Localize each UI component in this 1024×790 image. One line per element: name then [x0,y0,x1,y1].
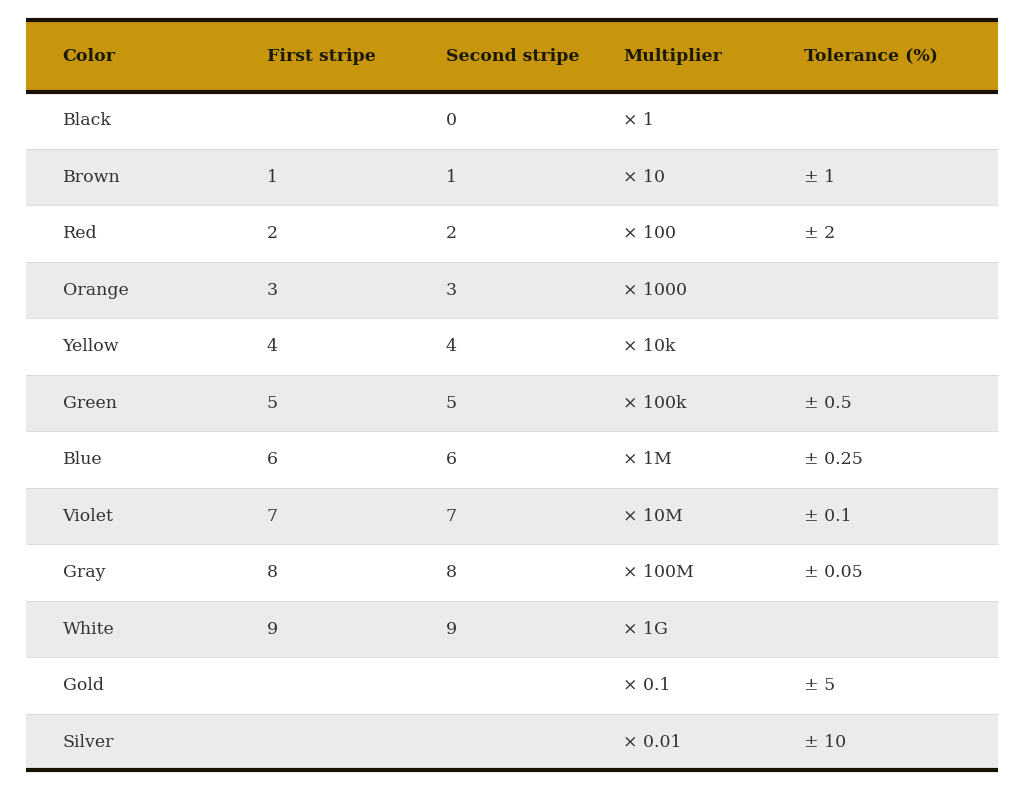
Text: ± 0.25: ± 0.25 [804,451,862,468]
Text: Second stripe: Second stripe [445,47,580,65]
Text: 6: 6 [445,451,457,468]
Text: ± 1: ± 1 [804,168,835,186]
Text: 3: 3 [445,281,457,299]
Bar [26,205,998,262]
Text: 9: 9 [445,620,457,638]
Text: ± 5: ± 5 [804,677,836,694]
Text: ± 10: ± 10 [804,733,846,750]
Text: × 100M: × 100M [623,564,694,581]
Text: 4: 4 [267,338,278,356]
Text: ± 0.05: ± 0.05 [804,564,862,581]
Bar [26,544,998,600]
Text: Silver: Silver [62,733,114,750]
Bar [26,374,998,431]
Text: × 1M: × 1M [623,451,672,468]
Text: 7: 7 [445,507,457,525]
Bar [26,20,998,92]
Text: 5: 5 [267,394,278,412]
Bar [26,318,998,375]
Text: Green: Green [62,394,117,412]
Text: Tolerance (%): Tolerance (%) [804,47,938,65]
Text: × 1G: × 1G [623,620,668,638]
Text: Color: Color [62,47,116,65]
Text: 6: 6 [267,451,278,468]
Text: Multiplier: Multiplier [623,47,722,65]
Text: 3: 3 [267,281,278,299]
Text: 8: 8 [267,564,278,581]
Text: Black: Black [62,112,112,130]
Text: 1: 1 [267,168,278,186]
Text: × 0.01: × 0.01 [623,733,681,750]
Text: White: White [62,620,115,638]
Bar [26,92,998,149]
Text: × 0.1: × 0.1 [623,677,671,694]
Text: 9: 9 [267,620,278,638]
Text: × 1: × 1 [623,112,654,130]
Text: Violet: Violet [62,507,114,525]
Text: × 10k: × 10k [623,338,676,356]
Text: ± 0.1: ± 0.1 [804,507,852,525]
Bar [26,657,998,714]
Text: ± 2: ± 2 [804,225,836,243]
Text: Gray: Gray [62,564,105,581]
Text: ± 0.5: ± 0.5 [804,394,852,412]
Text: 7: 7 [267,507,278,525]
Bar [26,149,998,205]
Text: 2: 2 [445,225,457,243]
Bar [26,487,998,544]
Text: × 100k: × 100k [623,394,686,412]
Text: × 10M: × 10M [623,507,683,525]
Text: Gold: Gold [62,677,103,694]
Text: Blue: Blue [62,451,102,468]
Text: × 1000: × 1000 [623,281,687,299]
Text: × 100: × 100 [623,225,676,243]
Bar [26,714,998,770]
Text: Orange: Orange [62,281,128,299]
Text: Brown: Brown [62,168,120,186]
Bar [26,431,998,487]
Text: Yellow: Yellow [62,338,119,356]
Text: 2: 2 [267,225,278,243]
Text: Red: Red [62,225,97,243]
Text: 1: 1 [445,168,457,186]
Text: First stripe: First stripe [267,47,376,65]
Text: 5: 5 [445,394,457,412]
Bar [26,262,998,318]
Text: 4: 4 [445,338,457,356]
Text: 8: 8 [445,564,457,581]
Text: 0: 0 [445,112,457,130]
Bar [26,600,998,657]
Text: × 10: × 10 [623,168,665,186]
